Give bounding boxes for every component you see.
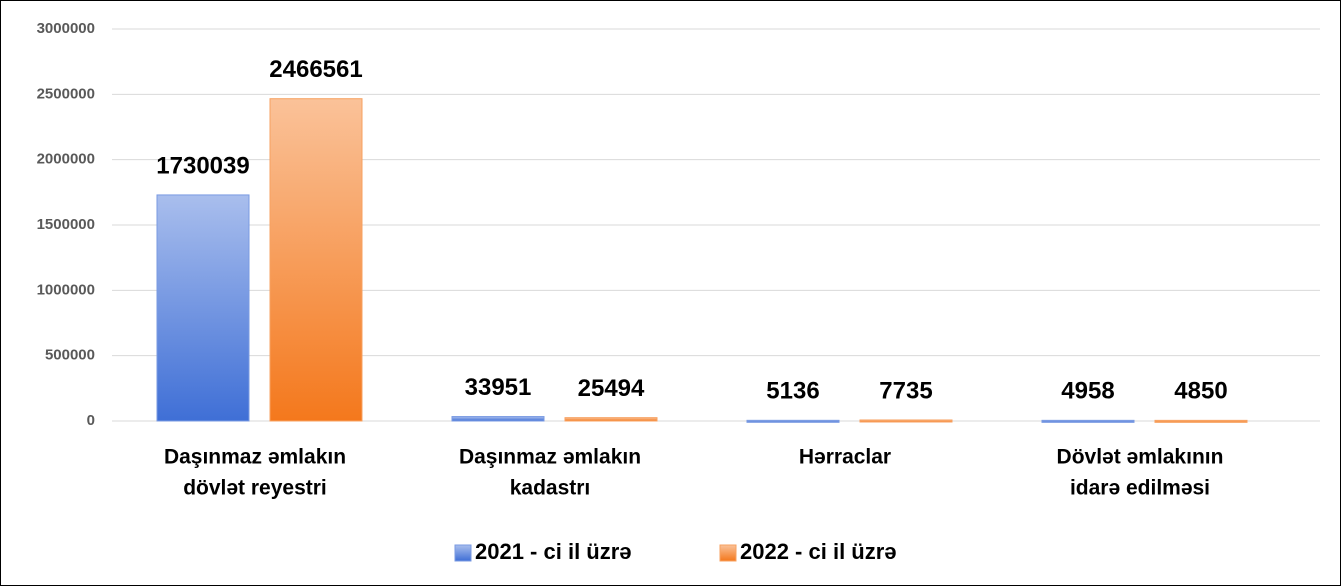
y-tick-label: 3000000 [37, 20, 95, 37]
x-tick-label: Daşınmaz əmlakın [459, 446, 641, 469]
x-tick-label: kadastrı [510, 477, 591, 500]
y-tick-label: 1500000 [37, 216, 95, 233]
legend-swatch [719, 544, 737, 562]
bar [1154, 419, 1248, 423]
x-tick-label: Hərraclar [799, 446, 891, 469]
legend-swatch [454, 544, 472, 562]
legend-label: 2022 - ci il üzrə [740, 539, 897, 564]
x-tick-label: idarə edilməsi [1070, 477, 1210, 500]
data-label: 2466561 [269, 56, 362, 83]
data-label: 7735 [879, 377, 932, 404]
y-tick-label: 500000 [45, 347, 95, 364]
legend-label: 2021 - ci il üzrə [475, 539, 632, 564]
y-tick-label: 2000000 [37, 151, 95, 168]
x-tick-label: dövlət reyestri [183, 477, 327, 500]
bar [269, 98, 363, 422]
x-tick-label: Dövlət əmlakının [1057, 446, 1224, 469]
y-tick-label: 2500000 [37, 85, 95, 102]
data-label: 4958 [1061, 378, 1114, 405]
bar [156, 194, 250, 422]
bar [1041, 419, 1135, 423]
bar [451, 416, 545, 422]
data-label: 25494 [578, 375, 645, 402]
bar [564, 417, 658, 422]
y-tick-label: 1000000 [37, 281, 95, 298]
data-label: 1730039 [156, 152, 249, 179]
data-label: 33951 [465, 374, 532, 401]
data-label: 5136 [766, 378, 819, 405]
bar [859, 419, 953, 423]
y-tick-label: 0 [87, 412, 95, 429]
data-label: 4850 [1174, 378, 1227, 405]
bar [746, 419, 840, 423]
x-tick-label: Daşınmaz əmlakın [164, 446, 346, 469]
